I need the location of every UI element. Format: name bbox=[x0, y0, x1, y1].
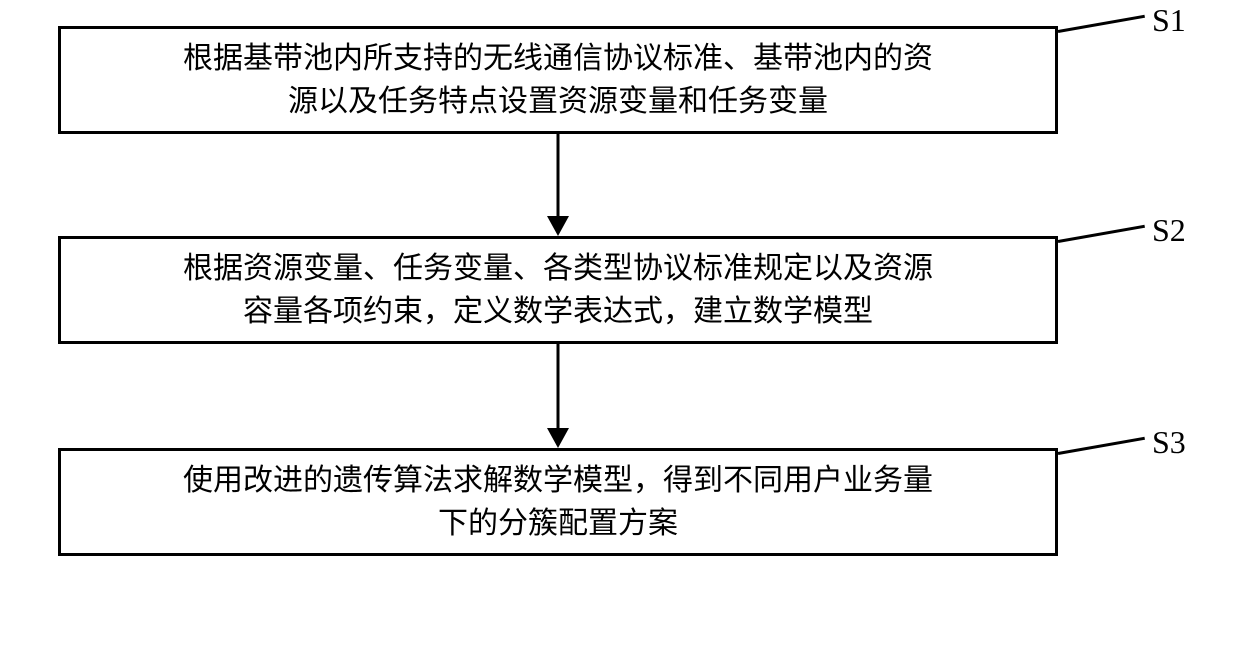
flow-node-s1: 根据基带池内所支持的无线通信协议标准、基带池内的资 源以及任务特点设置资源变量和… bbox=[58, 26, 1058, 134]
arrow-s1-s2-head bbox=[547, 216, 569, 236]
step-label-s3: S3 bbox=[1152, 424, 1186, 461]
flowchart-canvas: 根据基带池内所支持的无线通信协议标准、基带池内的资 源以及任务特点设置资源变量和… bbox=[0, 0, 1240, 650]
leader-line-s2 bbox=[1058, 225, 1145, 243]
arrow-s2-s3-shaft bbox=[557, 344, 560, 428]
flow-node-s3: 使用改进的遗传算法求解数学模型，得到不同用户业务量 下的分簇配置方案 bbox=[58, 448, 1058, 556]
flow-node-s2: 根据资源变量、任务变量、各类型协议标准规定以及资源 容量各项约束，定义数学表达式… bbox=[58, 236, 1058, 344]
arrow-s1-s2-shaft bbox=[557, 134, 560, 216]
flow-node-s3-text: 使用改进的遗传算法求解数学模型，得到不同用户业务量 下的分簇配置方案 bbox=[183, 459, 933, 546]
flow-node-s2-text: 根据资源变量、任务变量、各类型协议标准规定以及资源 容量各项约束，定义数学表达式… bbox=[183, 247, 933, 334]
leader-line-s1 bbox=[1058, 15, 1145, 33]
leader-line-s3 bbox=[1058, 437, 1145, 455]
step-label-s2: S2 bbox=[1152, 212, 1186, 249]
step-label-s1: S1 bbox=[1152, 2, 1186, 39]
arrow-s2-s3-head bbox=[547, 428, 569, 448]
flow-node-s1-text: 根据基带池内所支持的无线通信协议标准、基带池内的资 源以及任务特点设置资源变量和… bbox=[183, 37, 933, 124]
